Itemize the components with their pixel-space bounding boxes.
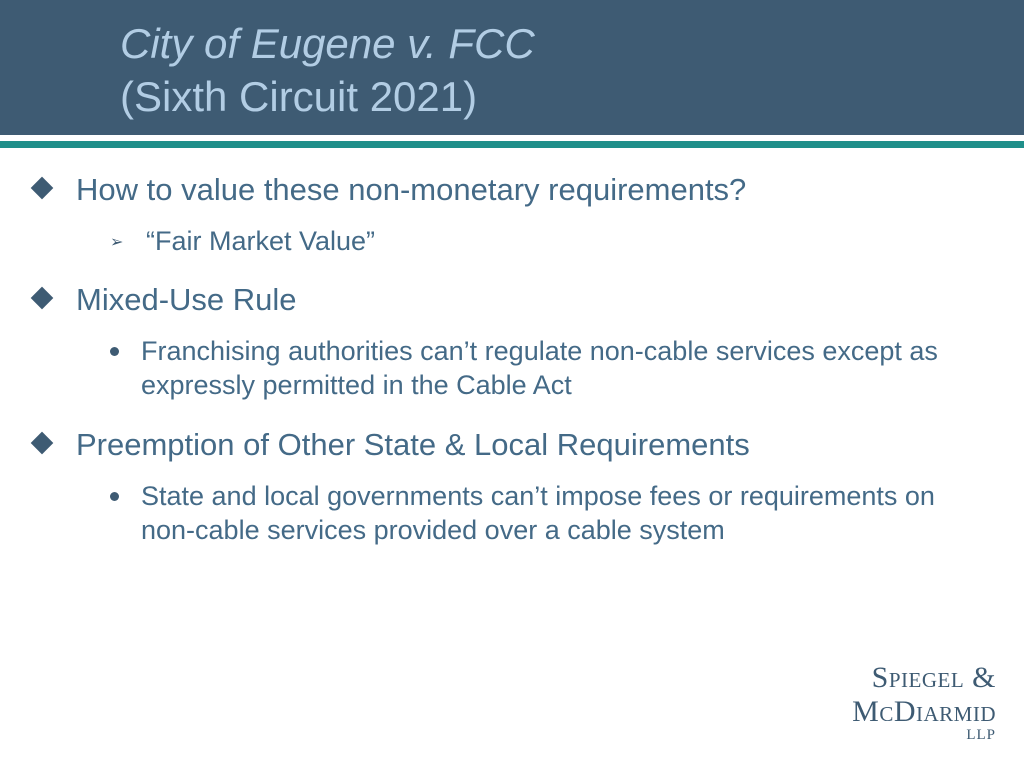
bullet-text: Franchising authorities can’t regulate n… bbox=[141, 334, 961, 403]
arrow-icon: ➢ bbox=[110, 232, 128, 252]
divider-wrap bbox=[0, 141, 1024, 148]
bullet-text: State and local governments can’t impose… bbox=[141, 479, 961, 548]
bullet-text: “Fair Market Value” bbox=[146, 224, 375, 259]
bullet-lvl2: State and local governments can’t impose… bbox=[110, 479, 984, 548]
slide-title-italic: City of Eugene v. FCC bbox=[120, 18, 1024, 71]
firm-logo: Spiegel & McDiarmid LLP bbox=[852, 661, 996, 744]
diamond-icon bbox=[31, 432, 54, 455]
dot-icon bbox=[110, 492, 119, 501]
bullet-lvl1: How to value these non-monetary requirem… bbox=[34, 170, 984, 210]
logo-llp: LLP bbox=[852, 727, 996, 744]
divider-bar bbox=[0, 141, 1024, 148]
bullet-lvl2: ➢ “Fair Market Value” bbox=[110, 224, 984, 259]
bullet-text: Mixed-Use Rule bbox=[76, 280, 297, 320]
bullet-lvl1: Mixed-Use Rule bbox=[34, 280, 984, 320]
logo-line1: Spiegel & bbox=[852, 661, 996, 695]
diamond-icon bbox=[31, 287, 54, 310]
bullet-text: Preemption of Other State & Local Requir… bbox=[76, 425, 750, 465]
logo-line2: McDiarmid bbox=[852, 695, 996, 729]
slide: City of Eugene v. FCC (Sixth Circuit 202… bbox=[0, 0, 1024, 768]
slide-header: City of Eugene v. FCC (Sixth Circuit 202… bbox=[0, 0, 1024, 135]
bullet-text: How to value these non-monetary requirem… bbox=[76, 170, 746, 210]
diamond-icon bbox=[31, 177, 54, 200]
bullet-lvl1: Preemption of Other State & Local Requir… bbox=[34, 425, 984, 465]
dot-icon bbox=[110, 347, 119, 356]
slide-title-plain: (Sixth Circuit 2021) bbox=[120, 71, 1024, 124]
slide-body: How to value these non-monetary requirem… bbox=[0, 148, 1024, 548]
bullet-lvl2: Franchising authorities can’t regulate n… bbox=[110, 334, 984, 403]
